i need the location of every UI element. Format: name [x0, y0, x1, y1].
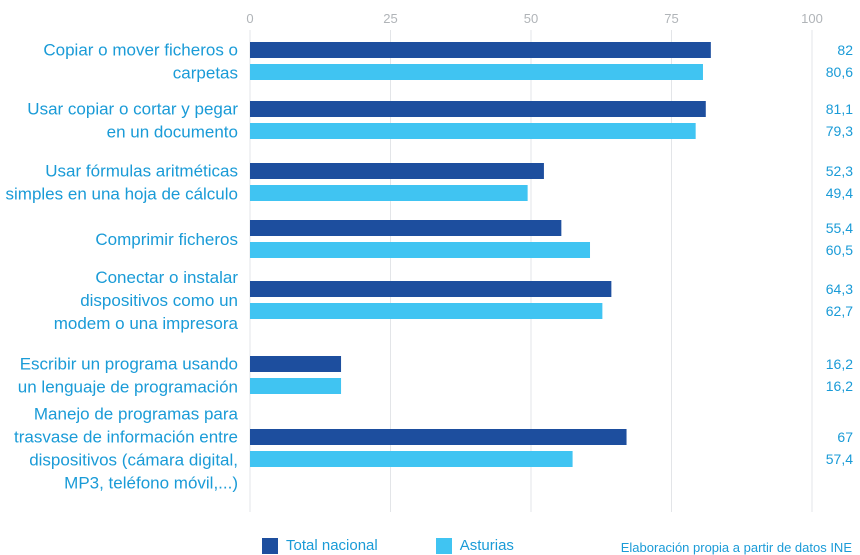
value-label-asturias-2: 49,4	[826, 185, 853, 201]
legend-swatch-asturias	[435, 537, 452, 554]
bar-asturias-5	[250, 378, 342, 394]
x-tick-label-100: 100	[801, 11, 823, 26]
category-label-2: Usar fórmulas aritméticas simples en una …	[6, 162, 238, 204]
value-label-asturias-4: 62,7	[826, 303, 853, 319]
category-label-0: Copiar o mover ficheros o carpetas	[43, 41, 238, 83]
category-label-4: Conectar o instalar dispositivos como un m…	[54, 268, 239, 333]
bar-asturias-0	[250, 64, 703, 80]
x-tick-label-50: 50	[524, 11, 538, 26]
bar-asturias-3	[250, 242, 591, 258]
bar-total-nacional-4	[250, 281, 612, 297]
category-label-1: Usar copiar o cortar y pegar en un docume…	[27, 100, 238, 142]
bar-asturias-1	[250, 123, 696, 139]
legend-item-asturias: Asturias	[435, 537, 514, 554]
source-note: Elaboración propia a partir de datos INE	[620, 540, 852, 555]
x-tick-label-0: 0	[246, 11, 253, 26]
legend-label-asturias: Asturias	[459, 537, 514, 554]
value-label-total-nacional-1: 81,1	[826, 101, 853, 117]
value-label-total-nacional-3: 55,4	[826, 220, 853, 236]
bar-total-nacional-3	[250, 220, 562, 236]
category-label-5: Escribir un programa usando un lenguaje d…	[18, 355, 238, 397]
bar-total-nacional-5	[250, 356, 342, 372]
bar-total-nacional-6	[250, 429, 627, 445]
value-label-asturias-5: 16,2	[826, 378, 853, 394]
bar-asturias-4	[250, 303, 603, 319]
value-label-total-nacional-2: 52,3	[826, 163, 853, 179]
bar-total-nacional-2	[250, 163, 544, 179]
value-label-total-nacional-6: 67	[837, 429, 853, 445]
category-label-3: Comprimir ficheros	[95, 230, 238, 249]
value-label-asturias-3: 60,5	[826, 242, 853, 258]
value-label-asturias-0: 80,6	[826, 64, 853, 80]
legend-swatch-total-nacional	[262, 537, 278, 554]
bar-total-nacional-0	[250, 42, 711, 58]
legend-label-total-nacional: Total nacional	[286, 537, 378, 554]
category-label-6: Manejo de programas para trasvase de info…	[14, 405, 238, 493]
value-label-asturias-6: 57,4	[826, 451, 853, 467]
value-label-asturias-1: 79,3	[826, 123, 853, 139]
legend-item-total-nacional: Total nacional	[262, 537, 378, 554]
legend: Total nacional Asturias	[262, 537, 572, 554]
bar-total-nacional-1	[250, 101, 706, 117]
x-tick-label-25: 25	[383, 11, 397, 26]
value-label-total-nacional-0: 82	[837, 42, 853, 58]
value-label-total-nacional-4: 64,3	[826, 281, 853, 297]
x-tick-label-75: 75	[664, 11, 678, 26]
bar-asturias-6	[250, 451, 573, 467]
bar-asturias-2	[250, 185, 528, 201]
value-label-total-nacional-5: 16,2	[826, 356, 853, 372]
